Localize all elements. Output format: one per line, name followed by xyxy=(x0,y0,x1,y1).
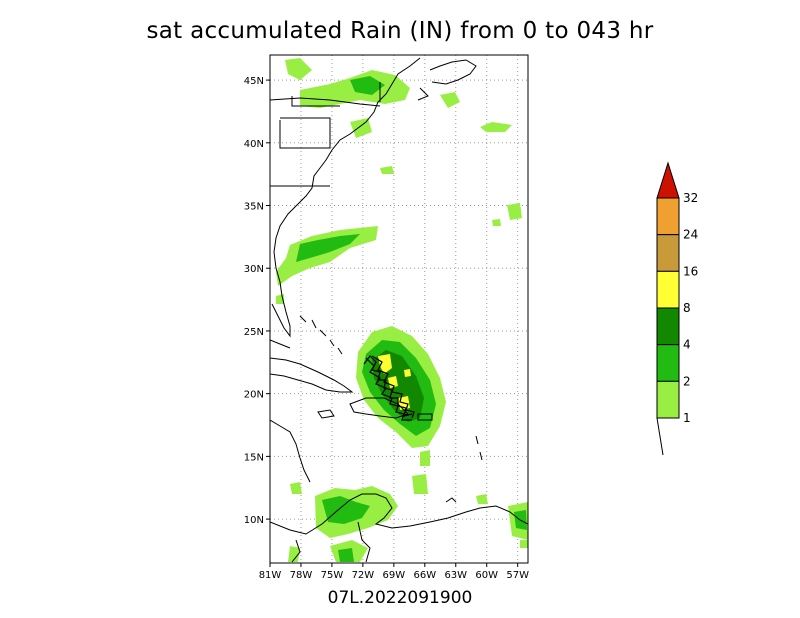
colorbar-label: 8 xyxy=(683,301,691,315)
map-frame xyxy=(269,54,529,564)
rain-patch-northeast-us xyxy=(285,58,312,80)
lon-tick-label: 66W xyxy=(413,570,436,581)
lon-tick-label: 75W xyxy=(321,570,344,581)
lat-tick-label: 10N xyxy=(244,515,264,526)
lon-tick-label: 81W xyxy=(259,570,282,581)
coastline-south-america xyxy=(270,493,528,535)
lon-tick-label: 63W xyxy=(444,570,467,581)
axis-ticks: 81W 78W 75W 72W 69W 66W 63W 60W 57W 45N 40N 35N 30N 2… xyxy=(244,76,529,581)
lon-tick-label: 60W xyxy=(475,570,498,581)
lon-tick-label: 69W xyxy=(383,570,406,581)
lat-tick-label: 35N xyxy=(244,202,264,213)
colorbar-label: 16 xyxy=(683,264,698,278)
coastline-us-east xyxy=(271,57,421,338)
lat-tick-label: 20N xyxy=(244,390,264,401)
colorbar-box xyxy=(656,344,680,382)
colorbar-bottom-tail xyxy=(656,417,664,456)
colorbar-box xyxy=(656,380,680,419)
colorbar-box xyxy=(656,307,680,346)
colorbar-label: 1 xyxy=(683,411,691,425)
lon-tick-label: 57W xyxy=(506,570,529,581)
colorbar-box xyxy=(656,270,680,309)
lon-tick-label: 78W xyxy=(290,570,313,581)
colorbar-top-triangle xyxy=(656,161,680,199)
lat-tick-label: 45N xyxy=(244,76,264,87)
rain-patch-hurricane-peak xyxy=(378,354,392,374)
lat-tick-label: 40N xyxy=(244,139,264,150)
lat-tick-label: 25N xyxy=(244,327,264,338)
colorbar-box xyxy=(656,234,680,272)
coastline-cuba xyxy=(270,357,354,393)
storm-track-07l xyxy=(363,355,415,421)
colorbar-label: 2 xyxy=(683,374,691,388)
lat-tick-label: 30N xyxy=(244,264,264,275)
rain-field xyxy=(276,58,528,562)
colorbar-label: 32 xyxy=(683,191,698,205)
lat-tick-label: 15N xyxy=(244,452,264,463)
colorbar-box xyxy=(656,197,680,236)
coastlines xyxy=(270,57,528,563)
coastline-hispaniola xyxy=(349,397,409,419)
colorbar-label: 24 xyxy=(683,228,698,242)
colorbar-label: 4 xyxy=(683,338,691,352)
map-plot-area xyxy=(270,55,528,563)
lon-tick-label: 72W xyxy=(352,570,375,581)
map-title: sat accumulated Rain (IN) from 0 to 043 … xyxy=(146,18,654,44)
run-id: 07L.2022091900 xyxy=(327,588,473,608)
